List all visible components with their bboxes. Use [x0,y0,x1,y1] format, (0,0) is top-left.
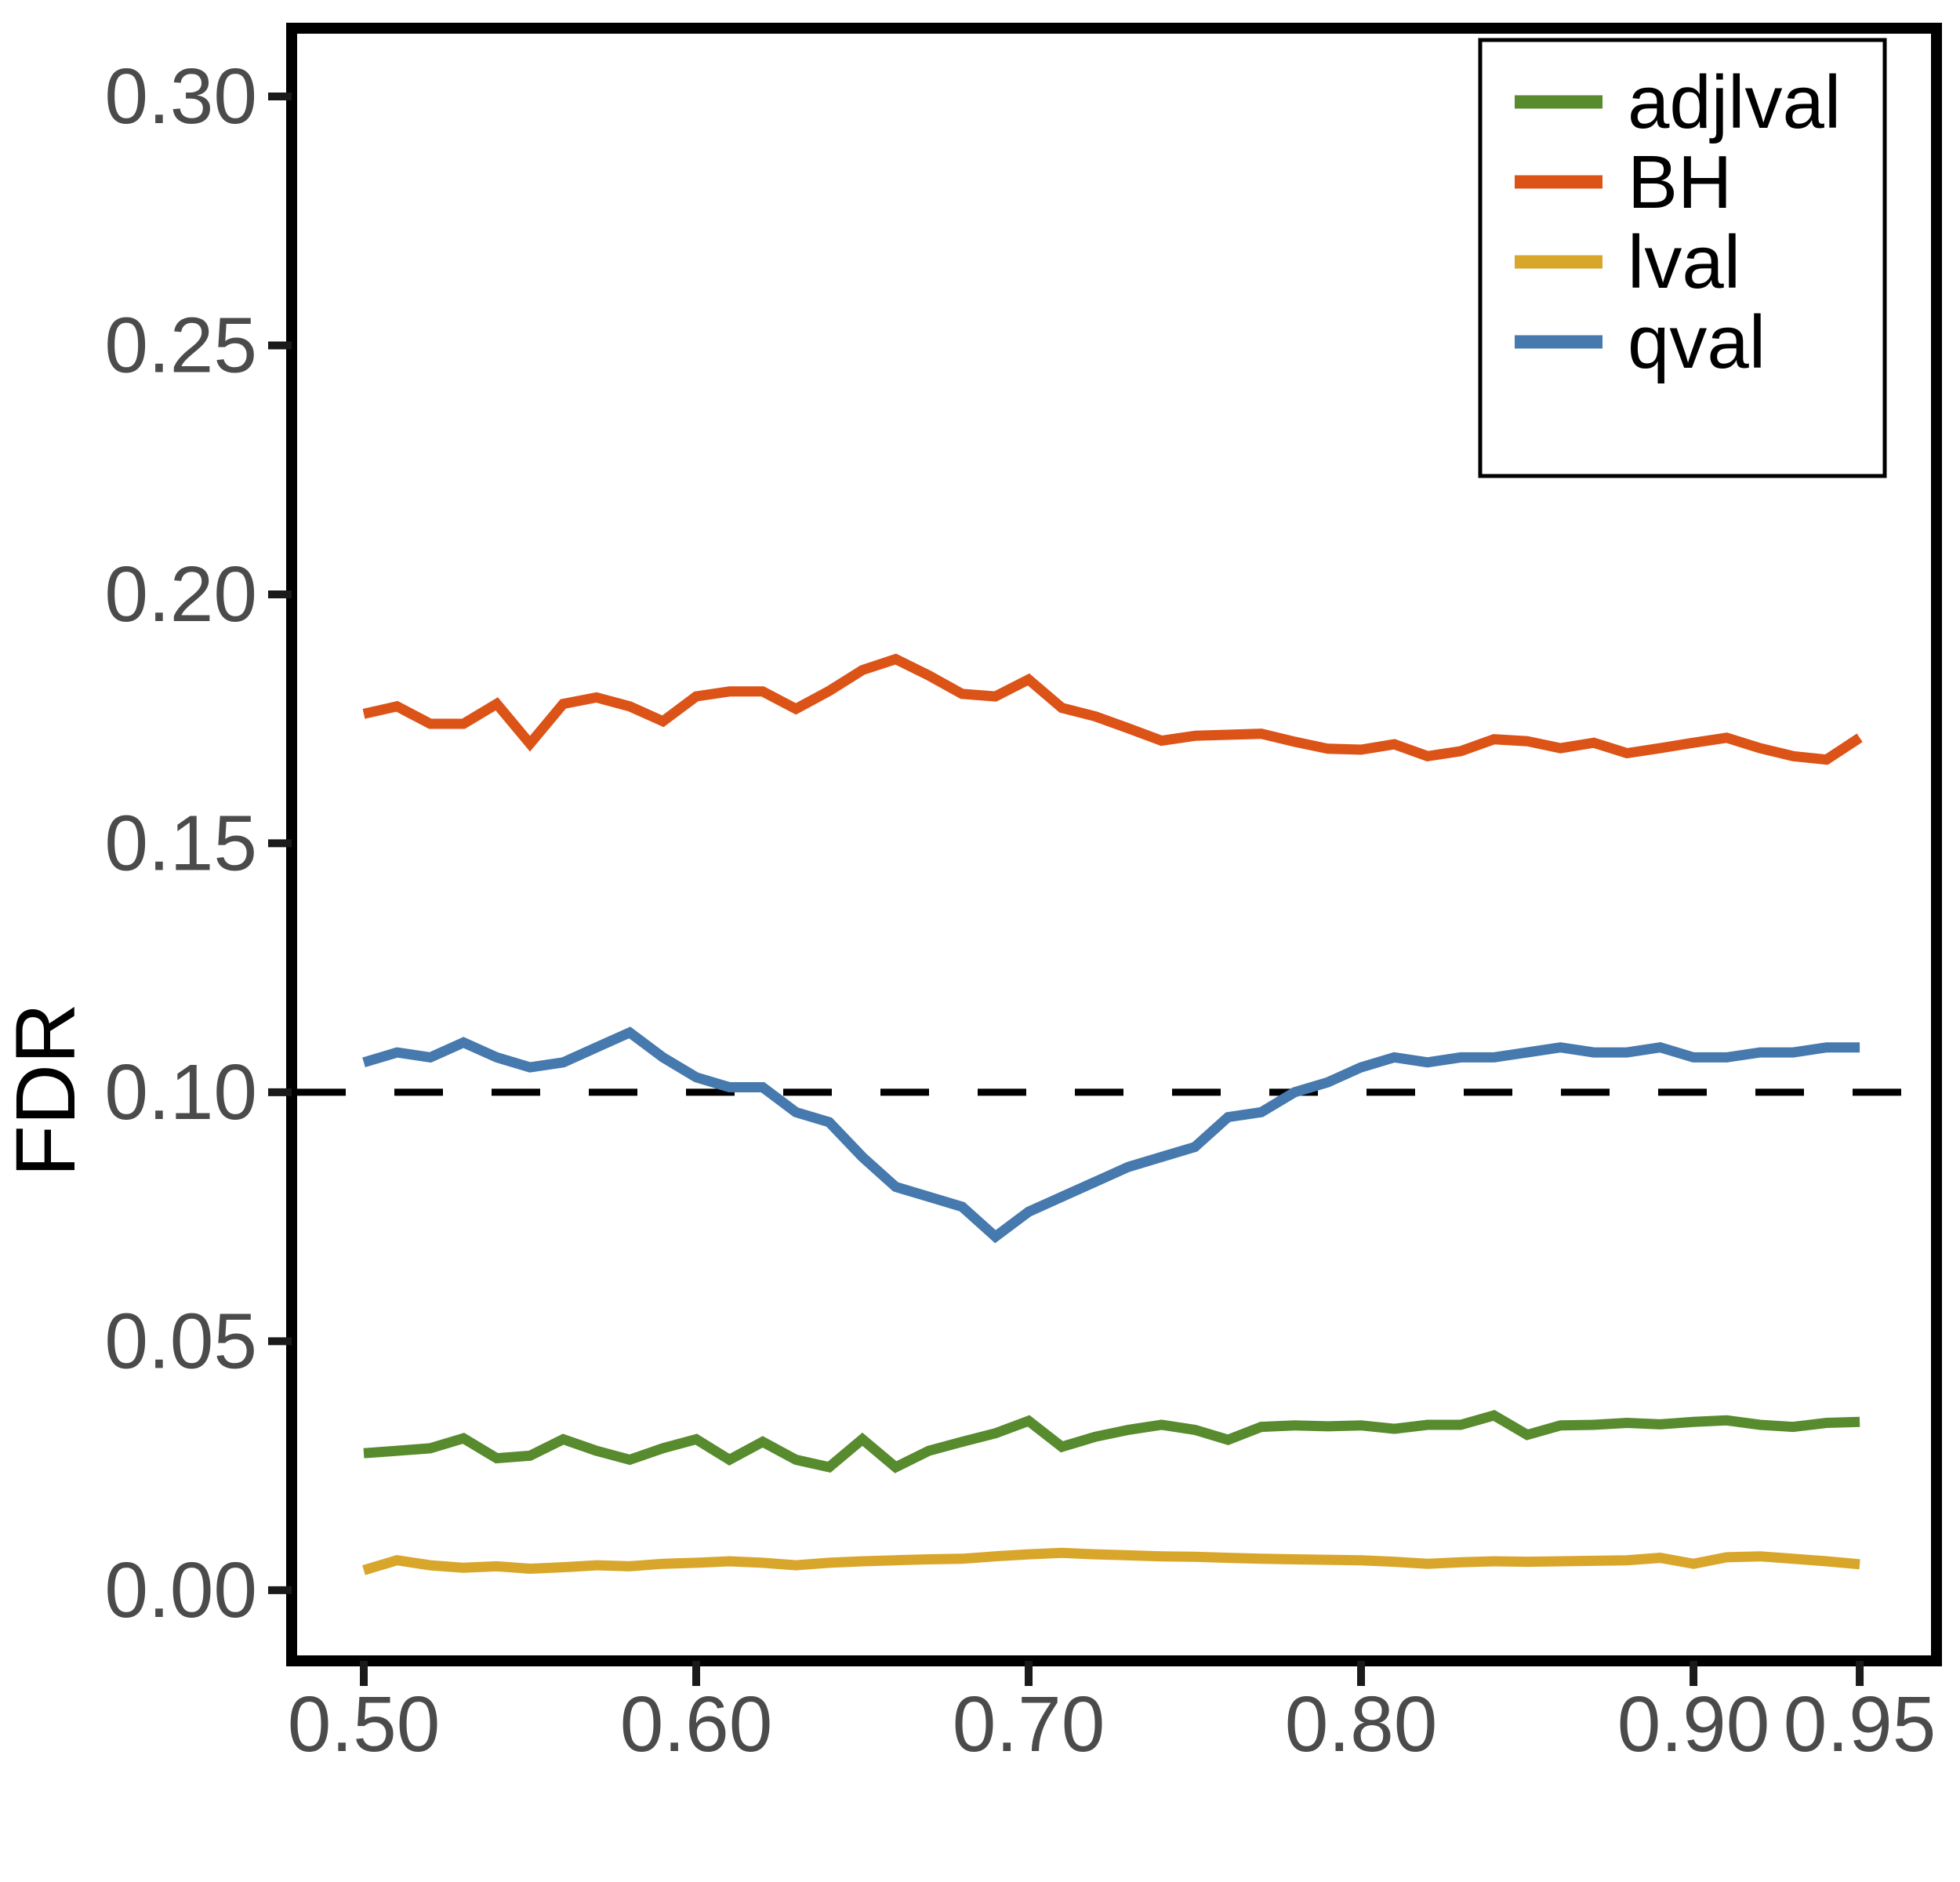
series-line-qval [362,1026,1860,1244]
y-axis-tick-label: 0.05 [104,1297,257,1385]
x-axis-tick-label: 0.70 [953,1680,1105,1768]
y-axis-title: FDR [0,1003,93,1177]
x-axis-tick-label: 0.50 [288,1680,441,1768]
y-axis-tick-label: 0.30 [104,53,257,140]
legend-label-lval: lval [1628,220,1740,304]
legend-label-qval: qval [1628,300,1766,384]
x-axis-tick-label: 0.95 [1784,1680,1936,1768]
x-axis-tick-label: 0.90 [1617,1680,1770,1768]
legend-label-BH: BH [1628,140,1732,224]
series-line-lval [362,1547,1860,1575]
x-axis-tick-label: 0.80 [1285,1680,1438,1768]
y-axis-tick-label: 0.15 [104,799,257,887]
x-axis-tick-label: 0.60 [620,1680,773,1768]
legend-label-adjlval: adjlval [1628,60,1841,144]
y-axis-tick-label: 0.00 [104,1546,257,1634]
y-axis-tick-label: 0.10 [104,1048,257,1136]
series-line-adjlval [363,1409,1860,1473]
y-axis-tick-label: 0.20 [104,550,257,638]
y-axis-tick-label: 0.25 [104,301,257,389]
series-line-BH [362,653,1863,765]
